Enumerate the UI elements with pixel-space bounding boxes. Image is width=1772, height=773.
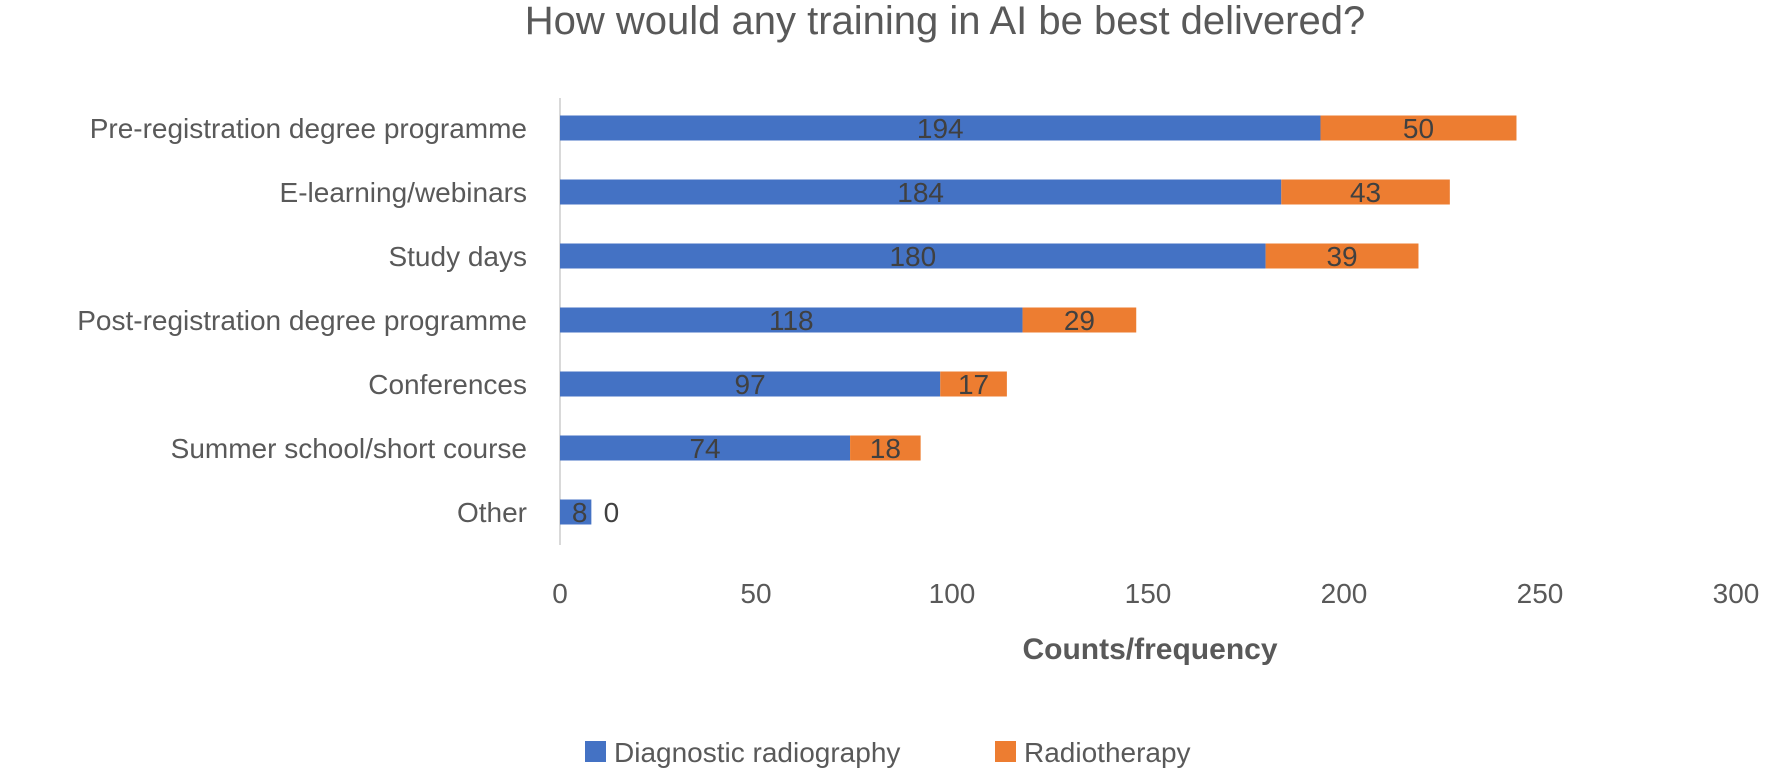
bar-segment-radiotherapy	[1320, 115, 1517, 141]
legend-swatch	[995, 741, 1016, 762]
chart-title: How would any training in AI be best del…	[525, 0, 1366, 43]
bar-segment-diagnostic-radiography	[560, 307, 1023, 333]
data-label: 194	[917, 113, 964, 144]
bar-segment-diagnostic-radiography	[560, 243, 1266, 269]
legend-swatch	[585, 741, 606, 762]
bars-group: 194 50 184 43 180 39 118 29 97 17 74 18 8 0	[560, 113, 1517, 528]
category-label: E-learning/webinars	[280, 177, 527, 208]
bar-segment-radiotherapy	[850, 435, 921, 461]
legend: Diagnostic radiography Radiotherapy	[585, 737, 1191, 768]
data-label: 50	[1403, 113, 1434, 144]
x-tick-label: 50	[740, 578, 771, 609]
x-axis-title: Counts/frequency	[1022, 633, 1277, 666]
bar-segment-radiotherapy	[940, 371, 1007, 397]
data-label: 8	[572, 497, 588, 528]
category-labels: Pre-registration degree programme E-learn…	[77, 113, 527, 528]
data-label: 43	[1350, 177, 1381, 208]
data-label: 29	[1064, 305, 1095, 336]
category-label: Conferences	[368, 369, 527, 400]
bar-segment-radiotherapy	[1022, 307, 1137, 333]
category-label: Pre-registration degree programme	[90, 113, 527, 144]
category-label: Other	[457, 497, 527, 528]
data-label: 118	[769, 305, 814, 336]
x-tick-label: 250	[1517, 578, 1564, 609]
legend-label: Diagnostic radiography	[614, 737, 900, 768]
x-tick-label: 150	[1125, 578, 1172, 609]
data-label: 0	[604, 497, 620, 528]
x-tick-label: 200	[1321, 578, 1368, 609]
x-tick-labels: 0 50 100 150 200 250 300	[552, 578, 1759, 609]
category-label: Post-registration degree programme	[77, 305, 527, 336]
data-label: 97	[735, 369, 766, 400]
x-tick-label: 0	[552, 578, 568, 609]
data-label: 17	[958, 369, 989, 400]
data-label: 180	[889, 241, 936, 272]
bar-segment-diagnostic-radiography	[560, 115, 1321, 141]
bar-segment-diagnostic-radiography	[560, 435, 851, 461]
x-tick-label: 100	[929, 578, 976, 609]
data-label: 18	[870, 433, 901, 464]
bar-segment-radiotherapy	[1265, 243, 1419, 269]
data-label: 74	[689, 433, 720, 464]
category-label: Summer school/short course	[171, 433, 527, 464]
data-label: 184	[897, 177, 944, 208]
category-label: Study days	[388, 241, 527, 272]
bar-segment-diagnostic-radiography	[560, 179, 1282, 205]
bar-segment-diagnostic-radiography	[560, 499, 592, 525]
x-tick-label: 300	[1713, 578, 1760, 609]
bar-segment-radiotherapy	[1281, 179, 1450, 205]
data-label: 39	[1326, 241, 1357, 272]
legend-label: Radiotherapy	[1024, 737, 1191, 768]
bar-segment-diagnostic-radiography	[560, 371, 941, 397]
